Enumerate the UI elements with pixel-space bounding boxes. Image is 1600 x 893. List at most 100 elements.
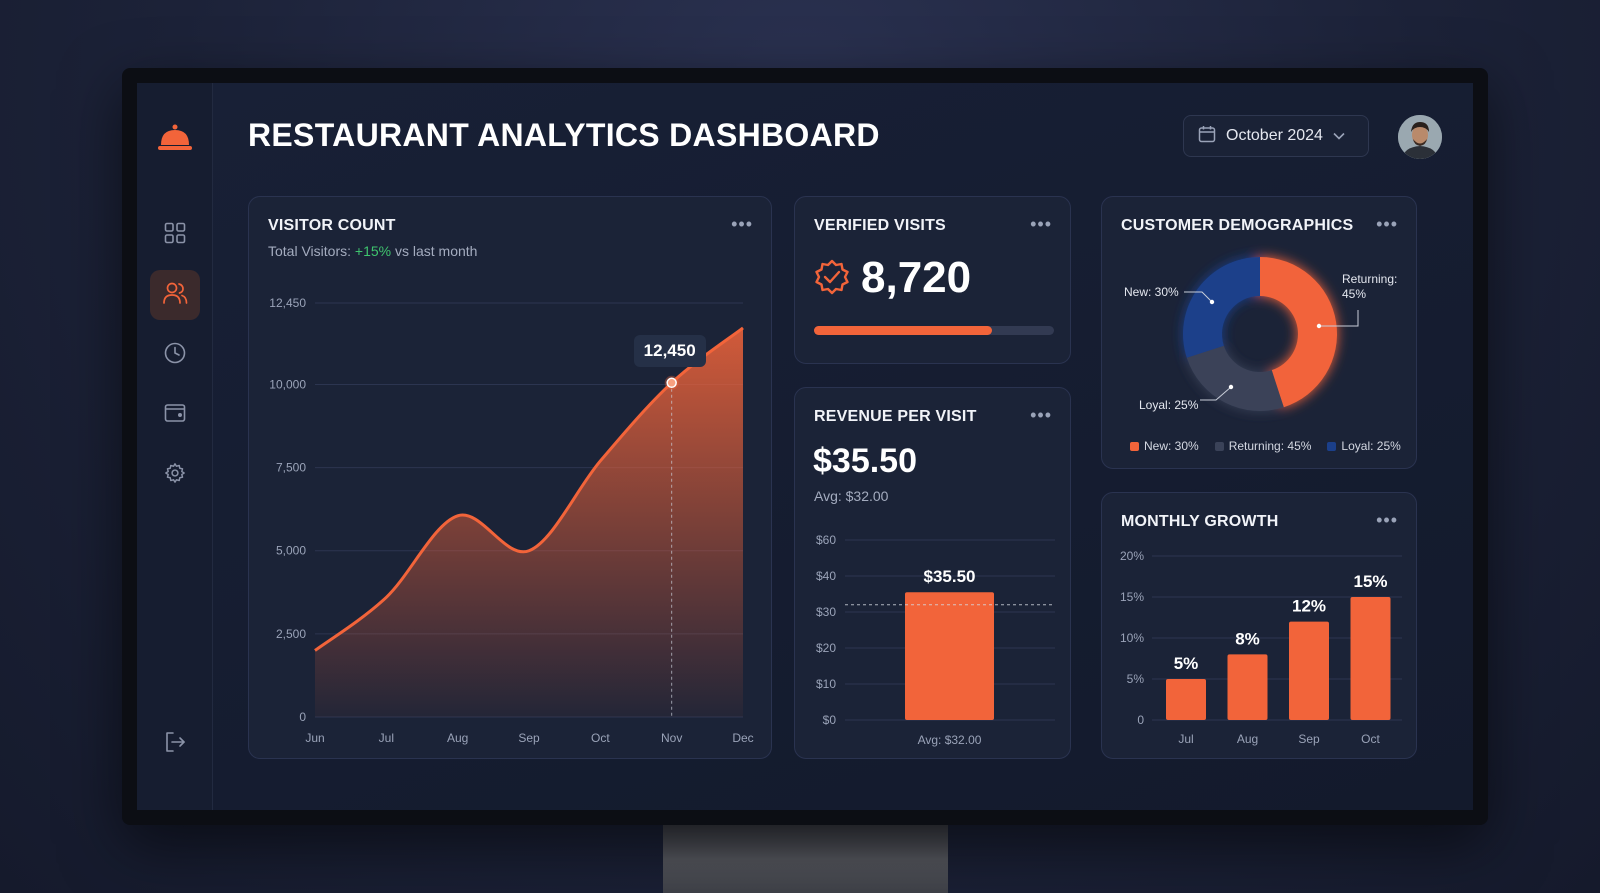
sidebar-item-settings[interactable] bbox=[150, 450, 200, 500]
x-tick-label: Nov bbox=[661, 731, 682, 745]
x-axis-label: Avg: $32.00 bbox=[918, 733, 982, 747]
legend-item-returning: Returning: 45% bbox=[1214, 439, 1312, 453]
bar-value-label: $35.50 bbox=[924, 567, 976, 586]
card-title: CUSTOMER DEMOGRAPHICS bbox=[1121, 217, 1354, 234]
y-tick-label: $20 bbox=[816, 641, 836, 655]
visitor-count-card: VISITOR COUNT ••• Total Visitors: +15% v… bbox=[248, 196, 772, 759]
y-tick-label: 0 bbox=[299, 710, 306, 724]
settings-gear-icon bbox=[164, 462, 186, 489]
chart-tooltip: 12,450 bbox=[633, 334, 706, 367]
x-tick-label: Sep bbox=[518, 731, 540, 745]
card-title: REVENUE PER VISIT bbox=[814, 408, 977, 425]
y-tick-label: 20% bbox=[1120, 549, 1144, 563]
x-tick-label: Oct bbox=[591, 731, 610, 745]
sidebar-item-wallet[interactable] bbox=[150, 390, 200, 440]
growth-bar bbox=[1166, 679, 1206, 720]
visitor-subtitle: Total Visitors: +15% vs last month bbox=[268, 243, 477, 259]
legend-label: New: 30% bbox=[1144, 439, 1199, 453]
y-tick-label: 5% bbox=[1127, 672, 1145, 686]
growth-bar bbox=[1289, 621, 1329, 720]
callout-lines bbox=[1184, 291, 1359, 401]
service-bell-icon[interactable] bbox=[155, 117, 195, 157]
subtitle-prefix: Total Visitors: bbox=[268, 243, 351, 259]
y-tick-label: 2,500 bbox=[276, 627, 306, 641]
legend-label: Loyal: 25% bbox=[1341, 439, 1401, 453]
callout-dot-new bbox=[1209, 299, 1215, 305]
x-tick-label: Oct bbox=[1361, 732, 1380, 746]
subtitle-change: +15% bbox=[354, 243, 392, 259]
card-title: VERIFIED VISITS bbox=[814, 217, 946, 234]
x-tick-label: Aug bbox=[1237, 732, 1258, 746]
visitor-area-fill bbox=[315, 327, 743, 717]
verified-visits-value: 8,720 bbox=[861, 253, 972, 302]
growth-bar-chart: 0 5% 10% 15% 20% 5% Jul 8% Aug 12% Sep 15% Oct bbox=[1120, 549, 1402, 746]
card-title: VISITOR COUNT bbox=[268, 217, 396, 234]
sidebar-item-dashboard[interactable] bbox=[150, 210, 200, 260]
logout-icon bbox=[164, 731, 186, 758]
callout-dot-returning bbox=[1316, 323, 1322, 329]
monthly-growth-card: MONTHLY GROWTH ••• 0 5% 10% 15% 20% 5% Jul 8% Au… bbox=[1101, 492, 1417, 759]
bar-value-label: 5% bbox=[1174, 654, 1199, 673]
logout-button[interactable] bbox=[150, 719, 200, 769]
y-tick-label: 12,450 bbox=[269, 296, 306, 310]
date-label: October 2024 bbox=[1226, 127, 1323, 144]
y-tick-label: 10% bbox=[1120, 631, 1144, 645]
sidebar bbox=[137, 83, 213, 810]
y-tick-label: $10 bbox=[816, 677, 836, 691]
revenue-per-visit-card: REVENUE PER VISIT ••• $35.50 Avg: $32.00… bbox=[794, 387, 1071, 759]
calendar-icon bbox=[1198, 125, 1216, 148]
y-tick-label: $60 bbox=[816, 533, 836, 547]
bar-value-label: 15% bbox=[1353, 572, 1387, 591]
date-picker[interactable]: October 2024 bbox=[1183, 115, 1369, 157]
wallet-icon bbox=[164, 403, 186, 428]
sidebar-item-history[interactable] bbox=[150, 330, 200, 380]
dashboard-screen: RESTAURANT ANALYTICS DASHBOARD October 2… bbox=[137, 83, 1473, 810]
y-tick-label: $0 bbox=[823, 713, 837, 727]
y-tick-label: $40 bbox=[816, 569, 836, 583]
label-loyal: Loyal: 25% bbox=[1139, 398, 1199, 412]
bar-value-label: 8% bbox=[1235, 629, 1260, 648]
monitor-stand bbox=[663, 825, 948, 893]
page-title: RESTAURANT ANALYTICS DASHBOARD bbox=[248, 117, 880, 153]
legend-item-new: New: 30% bbox=[1130, 439, 1199, 453]
x-tick-label: Sep bbox=[1298, 732, 1320, 746]
users-icon bbox=[162, 281, 188, 310]
customer-demographics-card: CUSTOMER DEMOGRAPHICS ••• New: 30% bbox=[1101, 196, 1417, 469]
y-tick-label: 10,000 bbox=[269, 377, 306, 391]
card-title: MONTHLY GROWTH bbox=[1121, 513, 1279, 530]
demographics-donut-chart: New: 30% Returning: 45% Loyal: 25% bbox=[1124, 257, 1397, 412]
visitor-area-chart: 0 2,500 5,000 7,500 10,000 12,450 Jun Jul Aug Se… bbox=[269, 296, 753, 745]
growth-bar bbox=[1350, 597, 1391, 720]
more-options-icon[interactable]: ••• bbox=[1376, 510, 1398, 530]
revenue-bar bbox=[905, 592, 994, 720]
donut-slice-returning bbox=[1260, 257, 1337, 408]
callout-dot-loyal bbox=[1228, 384, 1234, 390]
y-tick-label: 0 bbox=[1137, 713, 1144, 727]
demographics-legend: New: 30% Returning: 45% Loyal: 25% bbox=[1130, 439, 1401, 453]
revenue-avg: Avg: $32.00 bbox=[814, 488, 889, 504]
x-tick-label: Jul bbox=[379, 731, 394, 745]
bar-value-label: 12% bbox=[1292, 597, 1326, 616]
x-tick-label: Aug bbox=[447, 731, 468, 745]
verified-progress-fill bbox=[814, 326, 992, 335]
more-options-icon[interactable]: ••• bbox=[1030, 214, 1052, 234]
y-tick-label: $30 bbox=[816, 605, 836, 619]
legend-item-loyal: Loyal: 25% bbox=[1327, 439, 1401, 453]
label-returning-2: 45% bbox=[1342, 287, 1366, 301]
y-tick-label: 7,500 bbox=[276, 461, 306, 475]
chevron-down-icon bbox=[1333, 127, 1345, 145]
more-options-icon[interactable]: ••• bbox=[1376, 214, 1398, 234]
label-new: New: 30% bbox=[1124, 285, 1179, 299]
more-options-icon[interactable]: ••• bbox=[1030, 405, 1052, 425]
verified-badge-icon bbox=[813, 259, 851, 302]
highlight-point bbox=[666, 377, 677, 389]
dashboard-grid-icon bbox=[164, 222, 186, 249]
sidebar-item-users[interactable] bbox=[150, 270, 200, 320]
growth-bar bbox=[1227, 654, 1268, 720]
x-tick-label: Jun bbox=[305, 731, 324, 745]
legend-label: Returning: 45% bbox=[1228, 439, 1312, 453]
subtitle-suffix: vs last month bbox=[394, 243, 478, 259]
more-options-icon[interactable]: ••• bbox=[731, 214, 753, 234]
avatar[interactable] bbox=[1398, 115, 1442, 159]
verified-visits-card: VERIFIED VISITS ••• 8,720 bbox=[794, 196, 1071, 364]
